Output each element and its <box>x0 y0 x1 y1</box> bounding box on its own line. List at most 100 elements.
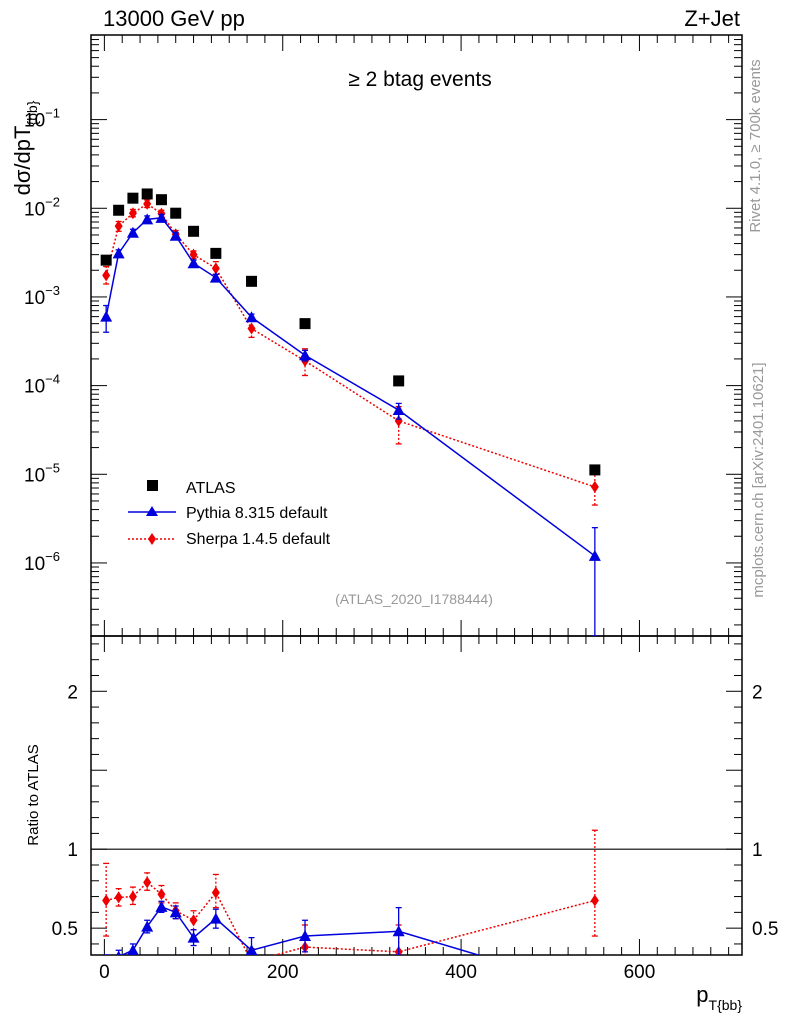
main-atlas-point <box>127 192 139 204</box>
main-sherpa-point <box>247 322 256 335</box>
main-atlas-point <box>393 375 405 387</box>
x-tick-label: 400 <box>445 962 477 983</box>
ratio-sherpa-point <box>143 876 152 889</box>
main-y-tick-label-base: 10 <box>24 554 45 575</box>
svg-text:dσ/dpT{bb}: dσ/dpT{bb} <box>10 100 40 195</box>
main-y-tick-label-base: 10 <box>24 465 45 486</box>
ratio-axes: 0 200 400 600 0.5 0.5 1 1 2 2 <box>52 636 778 983</box>
ratio-pythia-point <box>299 930 312 942</box>
ratio-sherpa-point <box>128 890 137 903</box>
x-tick-label: 200 <box>267 962 299 983</box>
main-sherpa-point <box>143 197 152 210</box>
main-y-tick-label: 10−4 <box>24 372 60 398</box>
main-sherpa-line <box>105 203 596 488</box>
main-y-tick-label: 10−6 <box>24 549 60 575</box>
main-pythia-point <box>392 404 405 416</box>
x-axis-label-sub: T{bb} <box>709 997 743 1013</box>
main-atlas-point <box>299 318 311 330</box>
ratio-plot-frame <box>90 635 743 956</box>
legend-sherpa-label: Sherpa 1.4.5 default <box>186 531 331 548</box>
ratio-sherpa-point <box>211 886 220 899</box>
main-y-tick-label-base: 10 <box>24 199 45 220</box>
main-y-tick-label-exp: −5 <box>45 460 60 475</box>
main-atlas-point <box>100 254 112 266</box>
main-atlas-point <box>188 225 200 237</box>
analysis-label: (ATLAS_2020_I1788444) <box>335 591 493 607</box>
main-y-tick-label: 10−5 <box>24 460 60 486</box>
main-y-tick-label-exp: −2 <box>45 194 60 209</box>
main-y-tick-label-base: 10 <box>24 288 45 309</box>
legend-pythia-label: Pythia 8.315 default <box>186 505 328 522</box>
main-atlas-point <box>170 207 182 219</box>
mcplots-label: mcplots.cern.ch [arXiv:2401.10621] <box>750 362 767 597</box>
main-y-tick-label-exp: −3 <box>45 283 60 298</box>
main-pythia-point <box>141 213 154 225</box>
ratio-y-tick-label-right: 2 <box>752 682 763 703</box>
main-y-tick-label-base: 10 <box>24 111 45 132</box>
legend-atlas-marker <box>147 480 158 491</box>
legend-sherpa-marker <box>148 533 156 545</box>
main-data-layer <box>100 188 601 636</box>
ratio-y-tick-label-right: 0.5 <box>752 919 778 940</box>
main-y-axis-label: dσ/dpT{bb} <box>10 100 40 195</box>
ratio-y-tick-label: 2 <box>67 682 78 703</box>
ratio-sherpa-line <box>105 881 596 955</box>
main-pythia-line <box>105 217 596 557</box>
legend: ATLAS Pythia 8.315 default Sherpa 1.4.5 … <box>128 480 331 548</box>
ratio-sherpa-point <box>189 914 198 927</box>
main-y-tick-label-base: 10 <box>24 377 45 398</box>
main-pythia-point <box>169 229 182 241</box>
main-plot-title: ≥ 2 btag events <box>348 68 491 91</box>
main-pythia-point <box>588 549 601 561</box>
main-pythia-point <box>209 271 222 283</box>
main-sherpa-point <box>211 262 220 275</box>
ratio-pythia-point <box>155 900 168 912</box>
ratio-y-tick-label: 0.5 <box>52 919 78 940</box>
x-tick-label: 0 <box>99 962 110 983</box>
ratio-pythia-point <box>127 944 139 955</box>
main-sherpa-point <box>189 248 198 261</box>
ratio-pythia-point <box>209 912 222 924</box>
main-y-tick-label-exp: −1 <box>45 106 60 121</box>
main-pythia-point <box>100 310 113 322</box>
header-left: 13000 GeV pp <box>103 6 245 31</box>
main-y-tick-label: 10−1 <box>24 106 60 132</box>
main-y-tick-label: 10−3 <box>24 283 60 309</box>
legend-pythia-marker <box>146 506 158 516</box>
rivet-version-label: Rivet 4.1.0, ≥ 700k events <box>747 59 764 232</box>
main-pythia-point <box>126 226 139 238</box>
main-y-tick-label-exp: −6 <box>45 549 60 564</box>
main-pythia-point <box>187 257 200 269</box>
main-sherpa-point <box>114 220 123 233</box>
main-y-axis-label-sub: {bb} <box>24 100 40 125</box>
ratio-pythia-point <box>116 950 122 955</box>
header-right: Z+Jet <box>684 6 740 31</box>
main-pythia-point <box>245 311 258 323</box>
ratio-pythia-point <box>245 944 258 955</box>
main-atlas-point <box>113 204 125 216</box>
legend-atlas-label: ATLAS <box>186 480 236 497</box>
ratio-sherpa-point <box>248 955 256 967</box>
main-sherpa-point <box>394 414 403 427</box>
main-axes: 10−610−510−410−310−210−1 <box>24 34 742 636</box>
main-sherpa-point <box>102 269 111 282</box>
main-atlas-point <box>155 194 167 206</box>
main-pythia-point <box>112 247 125 259</box>
main-sherpa-point <box>128 207 137 220</box>
ratio-sherpa-point <box>102 894 111 907</box>
ratio-pythia-point <box>169 906 182 918</box>
main-atlas-point <box>210 247 222 259</box>
main-y-tick-label-exp: −4 <box>45 372 60 387</box>
ratio-sherpa-point <box>114 891 123 904</box>
ratio-pythia-point <box>187 931 200 943</box>
main-atlas-point <box>246 275 258 287</box>
ratio-y-tick-label-right: 1 <box>752 840 763 861</box>
ratio-pythia-point <box>392 925 405 937</box>
ratio-y-tick-label: 1 <box>67 840 78 861</box>
ratio-sherpa-point <box>157 888 166 901</box>
main-sherpa-point <box>590 480 599 493</box>
x-axis-label: pT{bb} <box>696 982 742 1013</box>
main-atlas-point <box>589 464 601 476</box>
ratio-pythia-point <box>589 984 601 995</box>
ratio-data-layer <box>102 829 601 995</box>
